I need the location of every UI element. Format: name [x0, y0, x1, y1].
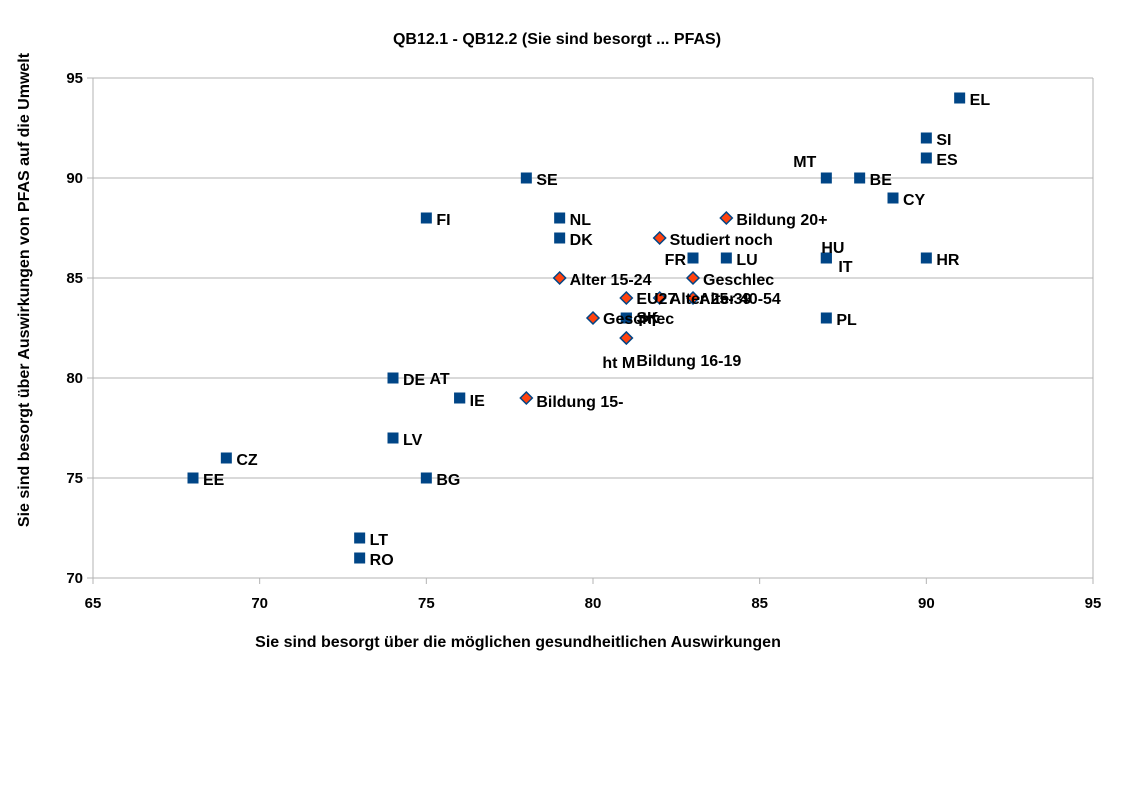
point-label-fr: FR: [665, 252, 687, 269]
point-label-mt: MT: [793, 154, 816, 171]
point-hr: [920, 252, 932, 264]
point-alter-40-54: [685, 290, 701, 306]
y-tick-label: 95: [66, 70, 83, 87]
point-label-ee: EE: [203, 472, 225, 489]
y-tick-label: 70: [66, 570, 83, 587]
x-tick-label: 80: [585, 595, 602, 612]
point-sk: [620, 312, 632, 324]
point-bg: [420, 472, 432, 484]
point-es: [920, 152, 932, 164]
point-lu: [720, 252, 732, 264]
x-axis-title: Sie sind besorgt über die möglichen gesu…: [255, 634, 781, 651]
point-el: [954, 92, 966, 104]
point-label-studiert-noch: Studiert noch: [670, 232, 773, 249]
point-de: [387, 372, 399, 384]
point-si: [920, 132, 932, 144]
point-studiert-noch: [652, 230, 667, 246]
y-tick-label: 75: [66, 470, 83, 487]
point-label-it: IT: [838, 259, 852, 276]
point-label-lu: LU: [736, 252, 757, 269]
point-it: [820, 252, 832, 264]
point-be: [854, 172, 866, 184]
point-label-be: BE: [870, 172, 893, 189]
point-label-geschlec: Geschlec: [603, 311, 674, 328]
point-label-alter-15-24: Alter 15-24: [570, 272, 652, 289]
chart-title: QB12.1 - QB12.2 (Sie sind besorgt ... PF…: [393, 31, 721, 48]
point-label-alter-25-39: Alter 25-39: [670, 291, 752, 308]
point-label-se: SE: [536, 172, 558, 189]
point-label-sk: SK: [636, 310, 659, 327]
data-points: [187, 92, 966, 564]
point-label-geschlec: Geschlec: [703, 272, 774, 289]
point-label-es: ES: [936, 152, 958, 169]
point-ee: [187, 472, 199, 484]
point-label-el: EL: [970, 92, 991, 109]
point-label-si: SI: [936, 132, 951, 149]
point-pl: [820, 312, 832, 324]
x-tick-label: 75: [418, 595, 435, 612]
axes: [87, 77, 1094, 584]
point-label-bildung-20: Bildung 20+: [736, 212, 827, 229]
point-ie: [454, 392, 466, 404]
point-label-ie: IE: [470, 393, 485, 410]
point-dk: [554, 232, 566, 244]
y-axis-title: Sie sind besorgt über Auswirkungen von P…: [16, 52, 33, 527]
point-bildung-15: [519, 390, 534, 406]
point-label-ro: RO: [370, 552, 394, 569]
point-nl: [554, 212, 566, 224]
x-tick-label: 65: [85, 595, 102, 612]
point-label-alter-40-54: Alter 40-54: [699, 291, 781, 308]
point-geschlec: [685, 270, 701, 286]
point-label-nl: NL: [570, 212, 592, 229]
point-label-lv: LV: [403, 432, 423, 449]
point-bildung-20: [719, 210, 734, 226]
x-tick-label: 90: [918, 595, 935, 612]
y-tick-labels: 70 75 80 85 90 95: [66, 70, 83, 587]
point-lt: [354, 532, 366, 544]
point-label-bildung-15: Bildung 15-: [536, 394, 623, 411]
point-label-dk: DK: [570, 232, 594, 249]
point-lv: [387, 432, 399, 444]
point-label-pt: PT: [638, 313, 659, 330]
point-eu27: [619, 290, 634, 306]
point-label-bildung-16-19: Bildung 16-19: [636, 353, 741, 370]
point-cy: [887, 192, 899, 204]
point-fi: [420, 212, 432, 224]
y-tick-label: 85: [66, 270, 83, 287]
point-label-hr: HR: [936, 252, 960, 269]
point-label-bg: BG: [436, 472, 460, 489]
point-bildung-16-19: [619, 330, 634, 346]
point-mt: [820, 172, 832, 184]
y-tick-label: 90: [66, 170, 83, 187]
point-alter-25-39: [652, 290, 667, 306]
point-label-cz: CZ: [236, 452, 258, 469]
point-label-ht-m: ht M: [602, 355, 635, 372]
point-se: [520, 172, 532, 184]
point-label-lt: LT: [370, 532, 389, 549]
x-tick-label: 70: [251, 595, 268, 612]
point-fr: [687, 252, 699, 264]
point-ro: [354, 552, 366, 564]
point-label-cy: CY: [903, 192, 926, 209]
y-tick-label: 80: [66, 370, 83, 387]
point-label-eu27: EU27: [636, 291, 676, 308]
point-label-fi: FI: [436, 212, 450, 229]
point-label-pl: PL: [836, 312, 857, 329]
x-tick-labels: 65 70 75 80 85 90 95: [85, 595, 1102, 612]
point-geschlec: [585, 310, 601, 326]
x-tick-label: 95: [1085, 595, 1102, 612]
point-label-de: DE: [403, 372, 426, 389]
x-tick-label: 85: [751, 595, 768, 612]
point-alter-15-24: [552, 270, 567, 286]
point-label-hu: HU: [821, 240, 844, 257]
point-cz: [220, 452, 232, 464]
point-label-at: AT: [430, 371, 450, 388]
